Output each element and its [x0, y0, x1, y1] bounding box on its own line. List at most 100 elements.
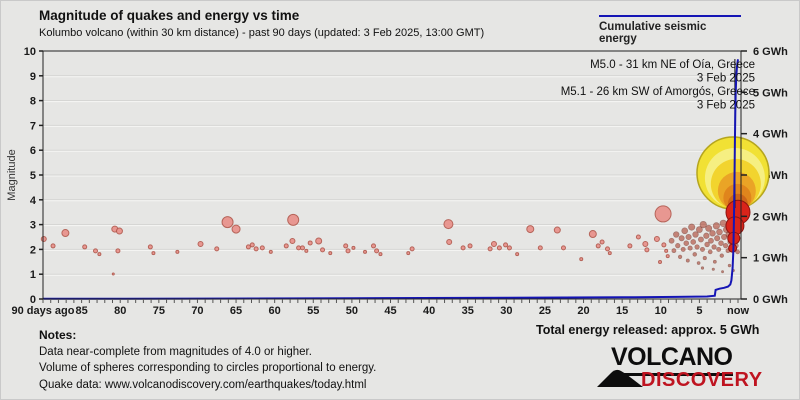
x-axis-label: 85	[75, 305, 87, 317]
quake-point	[515, 252, 520, 257]
quake-point-recent	[719, 253, 724, 258]
quake-point	[231, 224, 241, 234]
x-axis-label: 40	[423, 305, 435, 317]
note-line: Volume of spheres corresponding to circl…	[39, 362, 377, 374]
quake-point-recent	[700, 246, 705, 252]
quake-point	[307, 240, 313, 246]
quake-point	[490, 240, 497, 247]
quake-point	[82, 244, 88, 250]
quake-point	[526, 225, 535, 234]
quake-point-recent	[680, 246, 686, 252]
quake-point-recent	[707, 249, 713, 255]
quake-point	[460, 245, 466, 251]
x-axis-label: 65	[230, 305, 242, 317]
notes-heading: Notes:	[39, 328, 77, 342]
quake-point	[371, 243, 377, 249]
x-axis-label: 70	[191, 305, 203, 317]
quake-point	[607, 251, 612, 256]
mag-axis-label: 9	[30, 71, 36, 83]
quake-point	[661, 242, 667, 248]
quake-point-recent	[681, 227, 689, 235]
note-line[interactable]: Quake data: www.volcanodiscovery.com/ear…	[39, 378, 367, 391]
quake-annotation: 3 Feb 2025	[697, 73, 755, 85]
x-axis-label: 45	[384, 305, 396, 317]
cumulative-energy-line	[42, 59, 739, 300]
quake-point	[315, 237, 323, 245]
x-axis-label: 75	[153, 305, 165, 317]
legend-cumulative-energy: Cumulative seismic energy	[599, 15, 741, 45]
legend-line-swatch	[599, 15, 741, 17]
total-energy-label: Total energy released: approx. 5 GWh	[536, 323, 760, 337]
quake-point	[40, 235, 47, 242]
quake-point-recent	[683, 240, 689, 246]
note-line: Data near-complete from magnitudes of 4.…	[39, 345, 312, 358]
quake-point-recent	[698, 236, 704, 243]
quake-point	[93, 248, 99, 254]
quake-point	[560, 245, 566, 251]
volcano-icon	[597, 369, 643, 387]
quake-point	[553, 226, 561, 234]
quake-point	[197, 240, 204, 247]
quake-point-recent	[721, 270, 724, 274]
quake-point	[588, 230, 597, 239]
quake-point-recent	[673, 231, 680, 238]
quake-point-recent	[699, 221, 707, 229]
quake-point-recent	[685, 233, 692, 241]
quake-point-recent	[687, 245, 693, 251]
quake-point	[50, 243, 56, 249]
quake-point	[151, 251, 156, 256]
quake-point	[642, 240, 649, 247]
quake-point	[595, 243, 601, 249]
quake-point	[653, 235, 660, 242]
quake-point	[289, 237, 296, 244]
quake-point	[635, 234, 641, 240]
logo-text-discovery: DISCOVERY	[641, 369, 763, 391]
energy-axis-label: 2 GWh	[753, 211, 788, 223]
quake-point	[147, 244, 153, 250]
quake-point-recent	[700, 266, 705, 270]
x-axis-label: 50	[346, 305, 358, 317]
mag-axis-label: 1	[30, 269, 36, 281]
energy-axis-label: 1 GWh	[753, 253, 788, 265]
quake-point	[406, 251, 411, 256]
quake-point	[175, 249, 180, 254]
quake-point	[320, 247, 326, 253]
energy-axis-label: 4 GWh	[753, 129, 788, 141]
quake-point	[111, 272, 115, 276]
quake-point	[664, 248, 669, 253]
quake-point-recent	[705, 224, 713, 232]
volcano-discovery-logo[interactable]: VOLCANO DISCOVERY	[597, 343, 767, 397]
notes-block: Notes: Data near-complete from magnitude…	[39, 327, 376, 393]
quake-point-recent	[690, 239, 697, 245]
quake-point	[467, 243, 473, 249]
logo-text-volcano: VOLCANO	[611, 343, 733, 376]
quake-point-recent	[714, 235, 721, 242]
quake-point	[378, 252, 383, 257]
quake-point	[287, 213, 300, 226]
quake-point	[599, 239, 605, 245]
quake-point	[658, 260, 663, 265]
mag-axis-label: 8	[30, 96, 36, 108]
quake-annotation: 3 Feb 2025	[697, 100, 755, 112]
quake-point-recent	[703, 232, 710, 239]
quake-point-recent	[688, 223, 696, 231]
quake-point	[351, 245, 356, 250]
quake-point	[443, 219, 454, 230]
quake-point	[97, 252, 102, 257]
quake-point-recent	[678, 235, 685, 242]
quake-point-recent	[711, 267, 715, 271]
quake-point	[253, 246, 259, 252]
quake-point-recent	[727, 263, 732, 268]
quake-point-recent	[692, 231, 699, 238]
quake-annotation: M5.1 - 26 km SW of Amorgós, Greece	[561, 86, 755, 98]
quake-point	[299, 245, 305, 251]
quake-point	[268, 249, 273, 254]
quake-point-recent	[718, 240, 724, 246]
mag-axis-label: 6	[30, 145, 36, 157]
quake-point-recent	[702, 256, 707, 261]
quake-point-recent	[675, 243, 681, 249]
quake-point	[627, 243, 633, 249]
quake-point-recent	[696, 261, 701, 265]
x-axis-right-label: now	[727, 305, 749, 317]
